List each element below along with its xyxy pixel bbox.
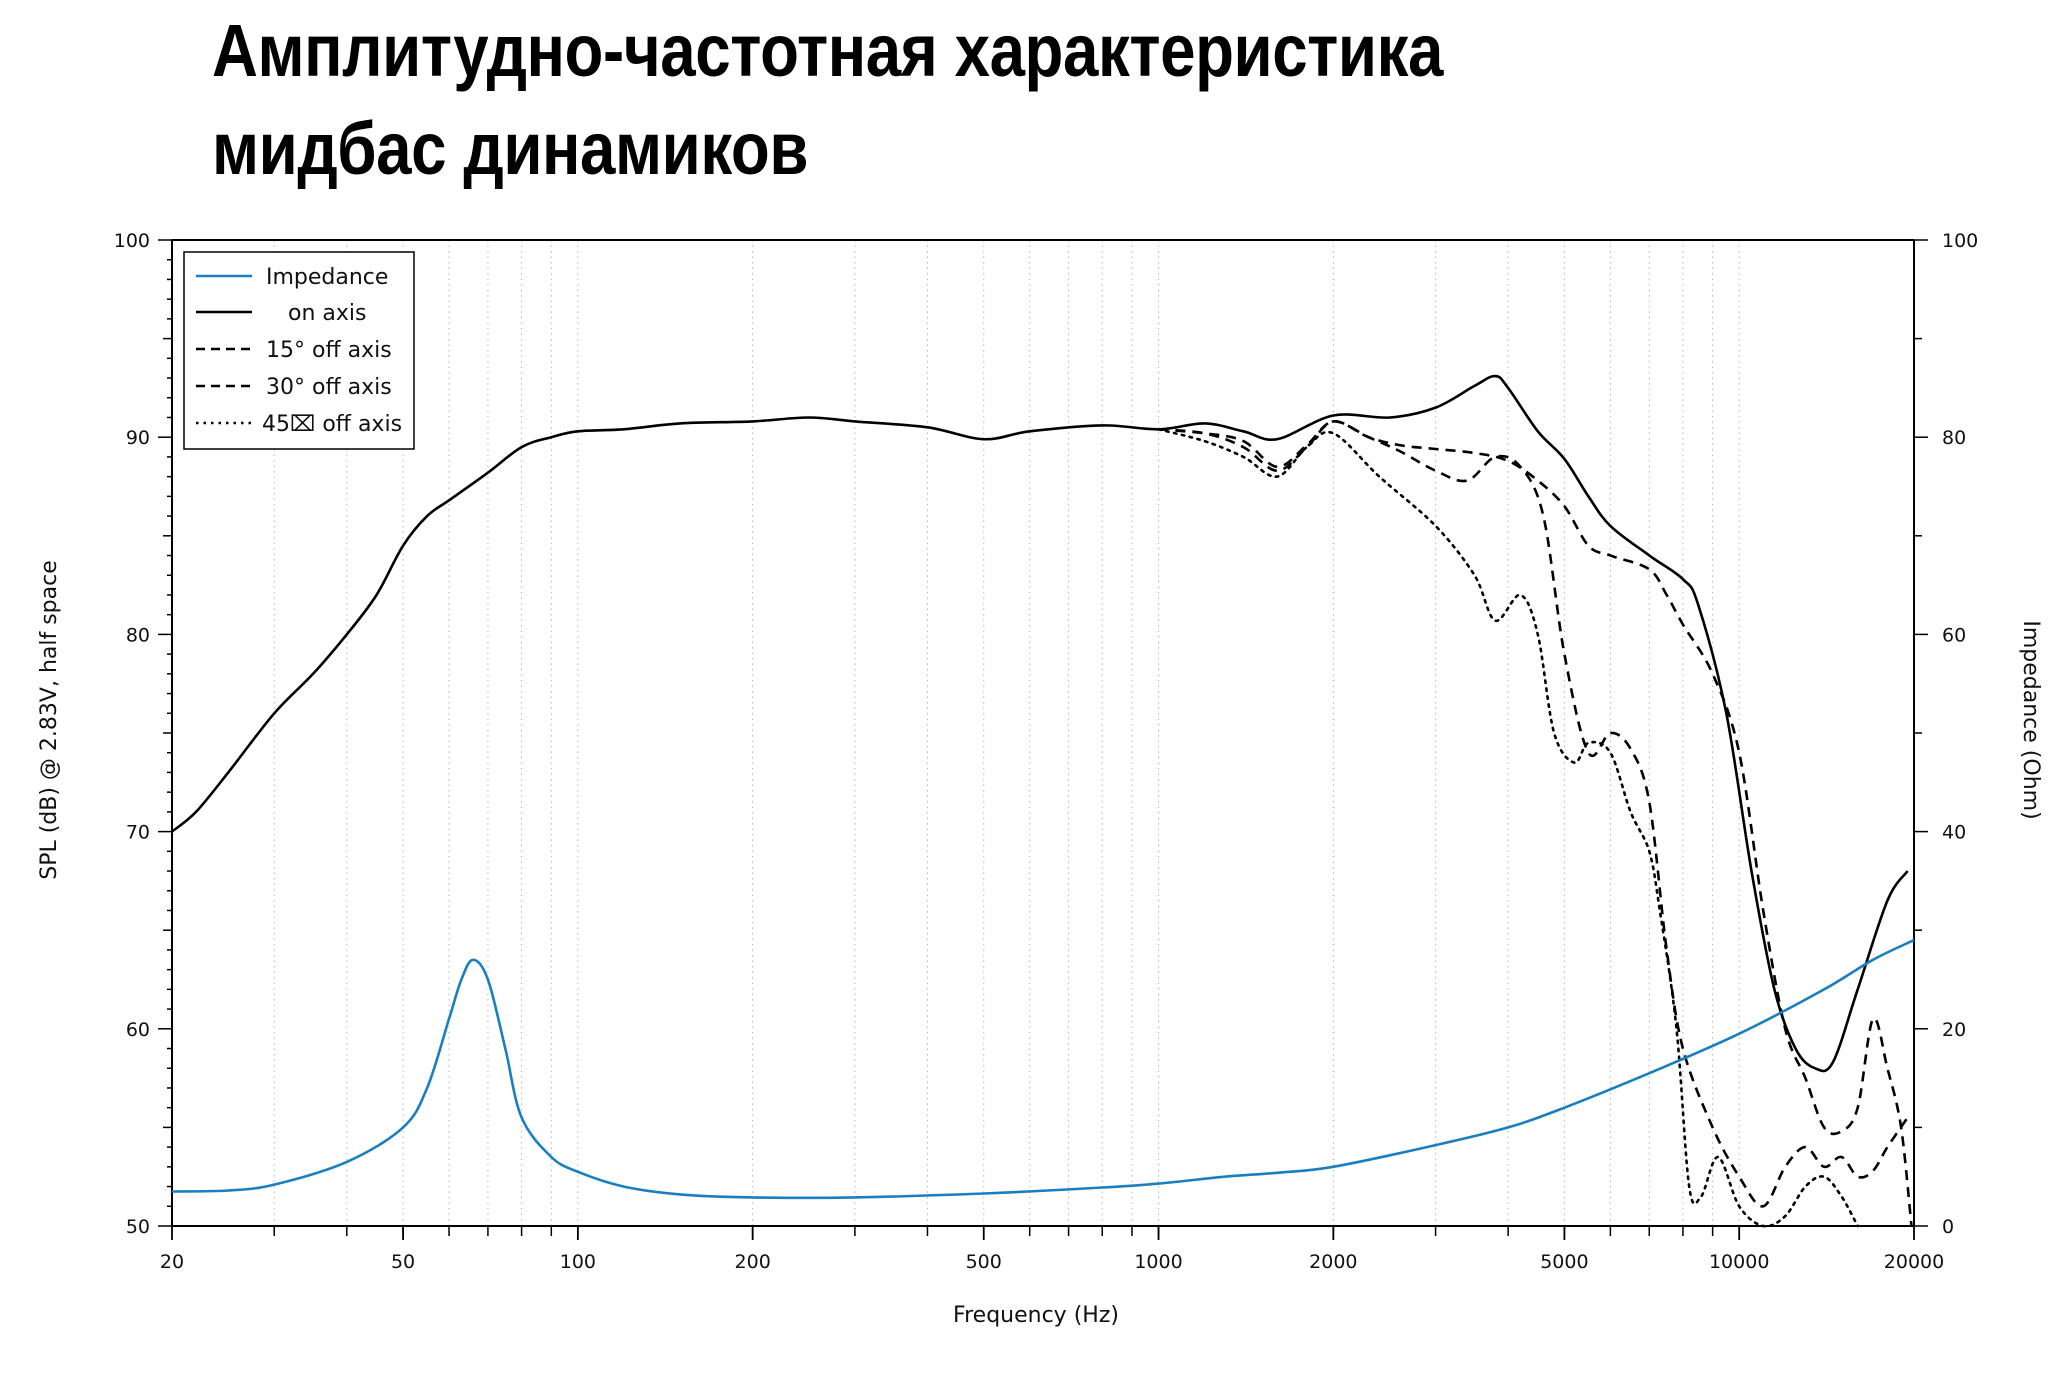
x-tick-label-50: 50 [391, 1251, 415, 1273]
legend-box [183, 251, 415, 450]
y2-tick-label-40: 40 [1942, 822, 1966, 844]
curves [171, 374, 1915, 1228]
x-tick-label-20: 20 [160, 1251, 184, 1273]
y2-tick-label-20: 20 [1942, 1019, 1966, 1041]
y-tick-label-90: 90 [126, 427, 150, 449]
y-tick-label-100: 100 [114, 230, 150, 252]
legend-label-15-off-axis: 15° off axis [266, 338, 392, 363]
x-tick-label-2000: 2000 [1309, 1251, 1357, 1273]
y2-tick-label-60: 60 [1942, 624, 1966, 646]
curve-45-off-axis [1157, 428, 1859, 1228]
grid-lines [273, 240, 1740, 1226]
y2-tick-label-80: 80 [1942, 427, 1966, 449]
chart-title-line-2: мидбас динамиков [212, 107, 809, 190]
x-tick-label-200: 200 [735, 1251, 771, 1273]
curve-impedance [171, 938, 1915, 1200]
x-tick-label-5000: 5000 [1540, 1251, 1588, 1273]
x-tick-label-1000: 1000 [1134, 1251, 1182, 1273]
x-tick-label-10000: 10000 [1709, 1251, 1769, 1273]
curve-15-off-axis [1158, 420, 1913, 1227]
curve-30-off-axis [1158, 420, 1909, 1208]
y2-tick-label-100: 100 [1942, 230, 1978, 252]
legend-label-45-off-axis: 45⌧ off axis [262, 412, 402, 437]
x-tick-label-100: 100 [560, 1251, 596, 1273]
axis-labels: Frequency (Hz) SPL (dB) @ 2.83V, half sp… [37, 560, 2043, 1328]
x-axis-label: Frequency (Hz) [953, 1303, 1119, 1328]
y-tick-label-70: 70 [126, 822, 150, 844]
y-tick-label-80: 80 [126, 624, 150, 646]
y-tick-label-50: 50 [126, 1216, 150, 1238]
legend: Impedance on axis 15° off axis 30° off a… [183, 251, 415, 450]
y-tick-label-60: 60 [126, 1019, 150, 1041]
x-tick-label-20000: 20000 [1884, 1251, 1944, 1273]
y2-tick-label-0: 0 [1942, 1216, 1954, 1238]
legend-label-on-axis: on axis [288, 301, 366, 326]
y2-axis-label: Impedance (Ohm) [2018, 620, 2043, 819]
chart-title-line-1: Амплитудно-частотная характеристика [212, 9, 1443, 92]
curve-on-axis [171, 374, 1909, 1073]
legend-label-impedance: Impedance [266, 265, 388, 290]
legend-label-30-off-axis: 30° off axis [266, 375, 392, 400]
plot-frame [171, 239, 1915, 1227]
y-axis-label: SPL (dB) @ 2.83V, half space [37, 560, 62, 880]
x-tick-label-500: 500 [966, 1251, 1002, 1273]
